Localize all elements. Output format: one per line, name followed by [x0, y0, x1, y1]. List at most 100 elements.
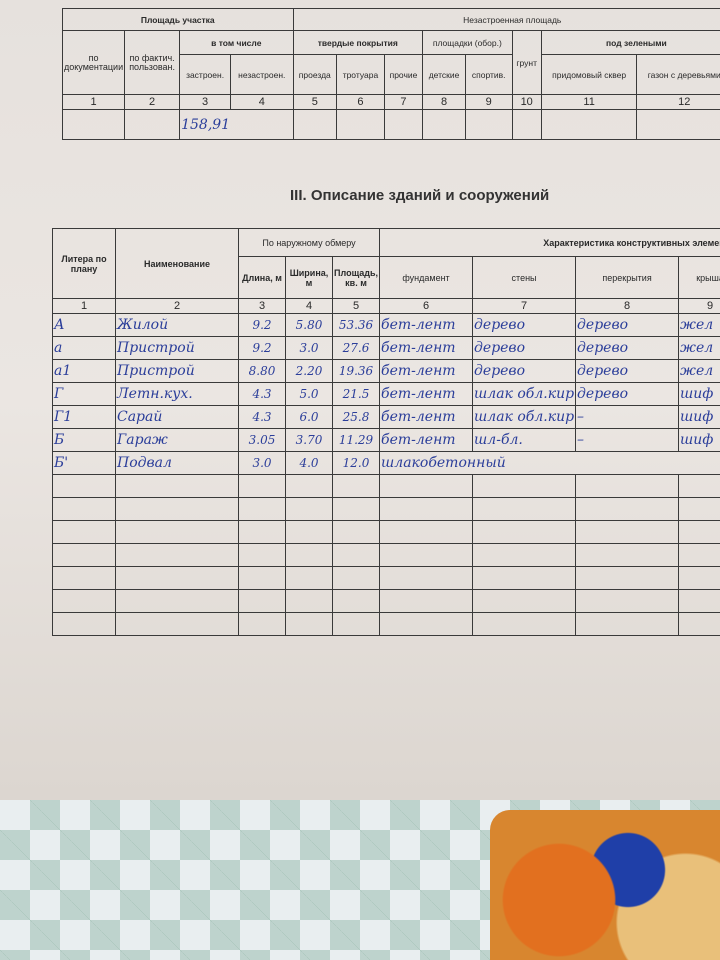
header-incl: в том числе	[179, 30, 294, 55]
header-soil: грунт	[511, 30, 542, 95]
cell-area: 12.0	[331, 451, 381, 475]
empty-cell	[472, 543, 577, 567]
cell-floors: дерево	[575, 382, 680, 406]
empty-cell	[52, 520, 116, 544]
empty-cell	[472, 520, 577, 544]
empty-cell	[575, 612, 680, 636]
header-outer: По наружному обмеру	[237, 228, 381, 257]
empty-cell	[678, 474, 720, 498]
section-title: III. Описание зданий и сооружений	[290, 187, 550, 204]
header-kids: детские	[422, 54, 466, 95]
empty-cell	[575, 543, 680, 567]
header-by-fact: по фактич. пользован.	[124, 30, 181, 95]
cell-name: Сарай	[115, 405, 239, 429]
empty-row	[52, 474, 720, 498]
cell-length: 9.2	[238, 336, 286, 360]
header-lawn: газон с деревьями	[636, 54, 720, 95]
cell-roof: жел	[678, 359, 720, 383]
empty-cell	[472, 589, 577, 613]
header-yard: придомовый сквер	[540, 54, 638, 95]
built-area-value: 158,91	[179, 109, 294, 140]
empty-cell	[575, 589, 680, 613]
cell-name: Пристрой	[115, 359, 239, 383]
empty-cell	[472, 566, 577, 590]
land-area-table: Площадь участка Незастроенная площадь по…	[61, 8, 720, 140]
empty-cell	[331, 589, 381, 613]
empty-cell	[678, 612, 720, 636]
header-floors: перекрытия	[575, 256, 680, 299]
column-number: 12	[636, 94, 720, 110]
cell-foundation: бет-лент	[379, 382, 474, 406]
cell-roof: шиф	[678, 405, 720, 429]
table-row: Г1 Сарай 4.3 6.0 25.8 бет-лент шлак обл.кир – ши…	[52, 405, 720, 429]
column-number: 11	[540, 94, 638, 110]
cell-roof: жел	[678, 313, 720, 337]
cell-floors: –	[575, 405, 680, 429]
empty-cell	[115, 612, 239, 636]
cell-floors: –	[575, 428, 680, 452]
cell-area: 53.36	[331, 313, 381, 337]
empty-cell	[472, 474, 577, 498]
cell-width: 4.0	[285, 451, 333, 475]
empty-cell	[52, 589, 116, 613]
empty-cell	[379, 612, 474, 636]
cell-roof: шиф	[678, 382, 720, 406]
table-row: а Пристрой 9.2 3.0 27.6 бет-лент дерево дерево ж…	[52, 336, 720, 360]
empty-cell	[575, 566, 680, 590]
column-number: 5	[331, 298, 381, 314]
header-drive: проезда	[292, 54, 338, 95]
header-char: Характеристика конструктивных элементов	[379, 228, 720, 257]
cell-walls: шл-бл.	[472, 428, 577, 452]
header-sites: площадки (обор.)	[422, 30, 513, 55]
header-green: под зелеными	[540, 30, 720, 55]
empty-cell	[238, 612, 286, 636]
cell-roof: шиф	[678, 428, 720, 452]
cell-letter: Г	[52, 382, 116, 406]
cell-length: 4.3	[238, 382, 286, 406]
cell-name: Летн.кух.	[115, 382, 239, 406]
cell-area: 25.8	[331, 405, 381, 429]
cell-roof: жел	[678, 336, 720, 360]
empty-row	[52, 566, 720, 590]
empty-cell	[379, 543, 474, 567]
empty-cell	[331, 566, 381, 590]
empty-cell	[285, 497, 333, 521]
empty-cell	[379, 474, 474, 498]
empty-row	[52, 520, 720, 544]
column-number: 3	[238, 298, 286, 314]
column-number: 1	[52, 298, 116, 314]
empty-cell	[285, 589, 333, 613]
empty-cell	[331, 497, 381, 521]
header-walls: стены	[472, 256, 577, 299]
header-sport: спортив.	[464, 54, 513, 95]
empty-row	[52, 612, 720, 636]
header-land-area: Площадь участка	[62, 8, 294, 31]
empty-cell	[115, 566, 239, 590]
cell-width: 3.70	[285, 428, 333, 452]
empty-cell	[238, 497, 286, 521]
table-row: А Жилой 9.2 5.80 53.36 бет-лент дерево дерево же…	[52, 313, 720, 337]
header-length: Длина, м	[238, 256, 286, 299]
empty-cell	[379, 520, 474, 544]
empty-cell	[52, 543, 116, 567]
empty-cell	[52, 612, 116, 636]
cell-length: 3.0	[238, 451, 286, 475]
cell-foundation: шлакобетонный	[379, 451, 720, 475]
cell-length: 9.2	[238, 313, 286, 337]
column-number: 9	[464, 94, 513, 110]
cell-walls: дерево	[472, 313, 577, 337]
empty-cell	[52, 566, 116, 590]
empty-cell	[285, 566, 333, 590]
empty-cell	[238, 474, 286, 498]
empty-cell	[472, 497, 577, 521]
empty-cell	[285, 474, 333, 498]
column-number: 5	[292, 94, 338, 110]
column-number: 6	[336, 94, 385, 110]
cell-floors: дерево	[575, 313, 680, 337]
column-number: 2	[115, 298, 239, 314]
cell-letter: а	[52, 336, 116, 360]
empty-cell	[285, 543, 333, 567]
header-hard: твердые покрытия	[292, 30, 424, 55]
cell-foundation: бет-лент	[379, 428, 474, 452]
cell-width: 3.0	[285, 336, 333, 360]
